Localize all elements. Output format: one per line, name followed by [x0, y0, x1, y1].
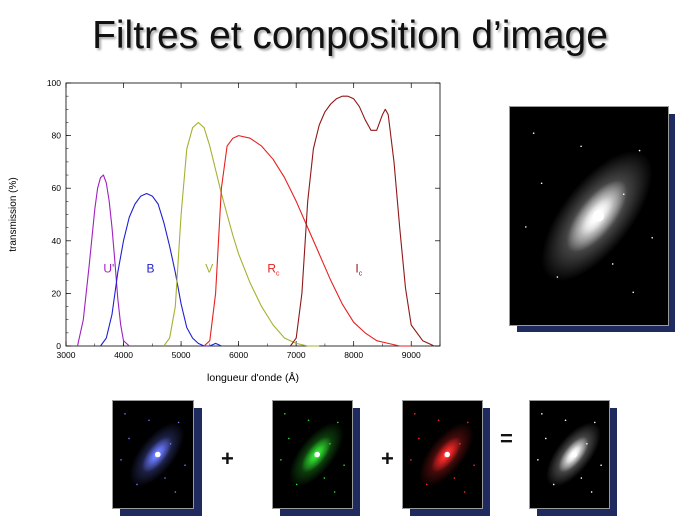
- y-tick-label: 60: [52, 183, 62, 193]
- star: [552, 483, 555, 486]
- equals-sign: =: [500, 426, 513, 451]
- x-tick-label: 9000: [402, 350, 421, 360]
- star: [437, 419, 440, 422]
- star: [532, 132, 535, 134]
- galaxy-composite-large: [509, 106, 677, 334]
- star: [600, 464, 602, 466]
- star: [459, 443, 461, 445]
- series-label-U: U': [103, 261, 114, 275]
- y-axis-label: transmission (%): [8, 177, 19, 251]
- x-tick-label: 3000: [57, 350, 76, 360]
- galaxy-red-filter: [402, 400, 492, 517]
- star: [124, 413, 126, 415]
- star: [453, 477, 456, 479]
- x-tick-label: 7000: [287, 350, 306, 360]
- star: [336, 421, 339, 424]
- star: [556, 276, 559, 278]
- slide-title: Filtres et composition d’image: [92, 14, 608, 57]
- series-line-B: [100, 192, 222, 347]
- x-tick-label: 8000: [344, 350, 363, 360]
- x-tick-label: 6000: [229, 350, 248, 360]
- star: [333, 491, 336, 493]
- star: [184, 464, 186, 466]
- x-axis-label: longueur d'onde (Å): [207, 371, 299, 384]
- star: [174, 491, 177, 493]
- star: [545, 437, 547, 440]
- star: [425, 483, 428, 486]
- star: [638, 149, 641, 152]
- series-label-Rc: Rc: [267, 261, 280, 277]
- plus-sign: +: [381, 446, 394, 471]
- y-tick-label: 100: [47, 78, 61, 88]
- star: [177, 421, 180, 424]
- star: [611, 263, 614, 265]
- star: [473, 464, 475, 466]
- star: [410, 459, 412, 461]
- series-line-V: [163, 121, 320, 347]
- star: [586, 443, 588, 445]
- star: [148, 419, 150, 422]
- x-tick-label: 5000: [172, 350, 191, 360]
- plus-sign: +: [221, 446, 234, 471]
- star: [414, 413, 416, 415]
- star: [590, 491, 593, 493]
- y-tick-label: 80: [52, 131, 62, 141]
- star: [537, 459, 539, 461]
- y-tick-label: 20: [52, 288, 62, 298]
- star: [288, 437, 290, 440]
- y-tick-label: 0: [56, 341, 61, 351]
- transmission-chart: 3000 4000 5000 6000 7000 8000 9000 0 20 40 60 80 100…: [8, 78, 441, 384]
- star: [128, 437, 130, 440]
- star: [580, 477, 583, 479]
- star: [329, 443, 331, 445]
- star: [280, 459, 282, 461]
- star: [564, 419, 567, 422]
- series-line-Ic: [289, 95, 435, 347]
- series-line-Rc: [203, 135, 412, 347]
- galaxy-green-filter: [272, 400, 362, 517]
- star: [418, 437, 420, 440]
- galaxy-blue-filter: [112, 400, 204, 517]
- star: [307, 419, 310, 422]
- galaxy-composite-small: [529, 400, 619, 517]
- star: [466, 421, 469, 424]
- star: [580, 145, 582, 148]
- x-tick-label: 4000: [114, 350, 133, 360]
- series-label-Ic: Ic: [355, 261, 362, 277]
- series-label-B: B: [147, 261, 155, 275]
- star: [593, 421, 596, 424]
- star: [164, 477, 166, 479]
- star: [541, 413, 543, 415]
- series-label-V: V: [205, 261, 213, 275]
- star: [169, 443, 172, 445]
- star: [343, 464, 345, 466]
- star: [136, 483, 138, 486]
- star: [622, 193, 625, 195]
- plot-frame: [65, 82, 441, 347]
- star: [295, 483, 298, 486]
- star: [651, 237, 653, 239]
- y-tick-label: 40: [52, 236, 62, 246]
- star: [632, 291, 635, 294]
- star: [323, 477, 326, 479]
- star: [120, 459, 122, 461]
- star: [284, 413, 286, 415]
- star: [525, 226, 527, 228]
- series-line-U: [76, 174, 130, 347]
- star: [540, 182, 543, 185]
- star: [463, 491, 466, 493]
